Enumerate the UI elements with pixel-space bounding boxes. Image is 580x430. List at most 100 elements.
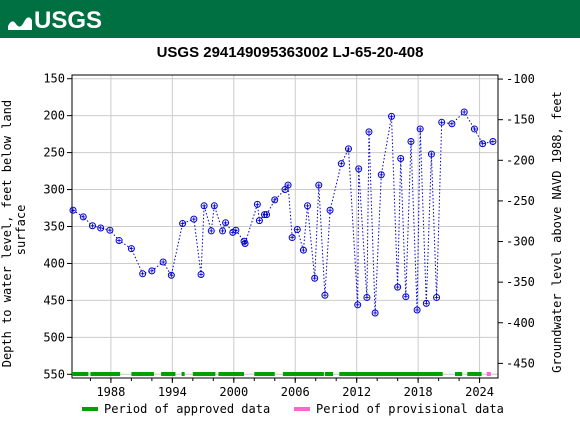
- data-point: [200, 202, 208, 210]
- y-right-tick-label: -400: [506, 316, 535, 330]
- data-point: [377, 171, 385, 179]
- y-axis-left: 150 200 250 300 350 400 450 500 550: [43, 72, 72, 381]
- usgs-logo[interactable]: USGS: [6, 4, 106, 34]
- series-line: [72, 111, 494, 314]
- data-point: [288, 234, 296, 242]
- data-point: [241, 239, 249, 247]
- x-tick-label: 2024: [465, 385, 494, 399]
- data-point: [79, 213, 87, 221]
- data-point: [460, 108, 468, 116]
- usgs-banner: USGS: [0, 0, 580, 38]
- y-left-tick-label: 150: [43, 72, 65, 86]
- data-point: [293, 225, 301, 233]
- data-point: [311, 274, 319, 282]
- x-tick-label: 2006: [281, 385, 310, 399]
- data-point: [321, 291, 329, 299]
- data-point: [253, 200, 261, 208]
- data-point: [354, 301, 362, 309]
- data-point: [139, 270, 147, 278]
- data-point: [232, 226, 240, 234]
- y-left-tick-label: 400: [43, 256, 65, 270]
- data-point: [355, 165, 363, 173]
- data-point: [263, 211, 271, 219]
- data-point: [207, 227, 215, 235]
- data-point: [344, 145, 352, 153]
- y-left-tick-label: 550: [43, 367, 65, 381]
- data-point: [190, 215, 198, 223]
- legend-approved-label: Period of approved data: [104, 402, 270, 416]
- data-point: [413, 306, 421, 314]
- y-axis-left-label: Depth to water level, feet below land su…: [0, 93, 28, 368]
- data-point: [448, 120, 456, 128]
- data-point: [127, 245, 135, 253]
- y-left-tick-label: 450: [43, 293, 65, 307]
- data-point: [326, 206, 334, 214]
- data-point: [365, 128, 373, 136]
- x-axis: 1988 1994 2000 2006 2012 2018 2024: [89, 378, 494, 399]
- data-point: [337, 160, 345, 168]
- data-point: [402, 293, 410, 301]
- y-axis-right-label: Groundwater level above NAVD 1988, feet: [550, 91, 564, 373]
- y-axis-left-label-line1: Depth to water level, feet below land: [0, 100, 14, 367]
- y-left-tick-label: 250: [43, 146, 65, 160]
- data-point: [284, 181, 292, 189]
- y-right-tick-label: -350: [506, 275, 535, 289]
- data-point: [210, 202, 218, 210]
- data-point: [115, 237, 123, 245]
- data-point: [88, 222, 96, 230]
- data-point: [159, 258, 167, 266]
- y-axis-left-label-line2: surface: [14, 205, 28, 256]
- data-point: [69, 206, 77, 214]
- data-point: [315, 181, 323, 189]
- y-right-tick-label: -200: [506, 153, 535, 167]
- data-point: [106, 226, 114, 234]
- logo-text: USGS: [34, 7, 102, 34]
- data-point: [219, 227, 227, 235]
- chart-title: USGS 294149095363002 LJ-65-20-408: [156, 44, 424, 61]
- y-left-tick-label: 300: [43, 183, 65, 197]
- data-point: [470, 125, 478, 133]
- data-point: [407, 138, 415, 146]
- x-tick-label: 1988: [96, 385, 125, 399]
- x-tick-label: 2012: [342, 385, 371, 399]
- data-point: [438, 118, 446, 126]
- y-right-tick-label: -250: [506, 194, 535, 208]
- data-point: [479, 140, 487, 148]
- data-point: [167, 271, 175, 279]
- x-tick-label: 2000: [219, 385, 248, 399]
- data-point: [222, 219, 230, 227]
- x-tick-label: 2018: [404, 385, 433, 399]
- data-point: [388, 112, 395, 120]
- y-axis-right: -100 -150 -200 -250 -300 -350 -400 -450: [498, 72, 535, 370]
- data-point: [148, 267, 156, 275]
- data-point: [433, 293, 441, 301]
- data-point: [371, 309, 379, 317]
- legend-provisional-label: Period of provisional data: [316, 402, 504, 416]
- data-point: [255, 217, 263, 225]
- data-point: [427, 150, 435, 158]
- y-left-tick-label: 500: [43, 330, 65, 344]
- y-left-tick-label: 350: [43, 220, 65, 234]
- y-right-tick-label: -150: [506, 113, 535, 127]
- data-point: [304, 202, 312, 210]
- legend: Period of approved data Period of provis…: [82, 402, 504, 416]
- data-point: [416, 125, 424, 133]
- data-point: [179, 220, 187, 228]
- data-point: [394, 283, 402, 291]
- data-point: [422, 299, 430, 307]
- data-point: [197, 271, 205, 279]
- data-point: [271, 196, 279, 204]
- y-right-tick-label: -300: [506, 235, 535, 249]
- data-point: [363, 293, 371, 301]
- series-group: [69, 108, 497, 317]
- data-point: [489, 138, 497, 146]
- y-right-tick-label: -450: [506, 356, 535, 370]
- data-point: [97, 224, 105, 232]
- y-right-tick-label: -100: [506, 72, 535, 86]
- y-left-tick-label: 200: [43, 109, 65, 123]
- logo-wave-icon: [8, 17, 32, 30]
- x-tick-label: 1994: [158, 385, 187, 399]
- data-point: [397, 155, 405, 163]
- data-point: [299, 246, 307, 254]
